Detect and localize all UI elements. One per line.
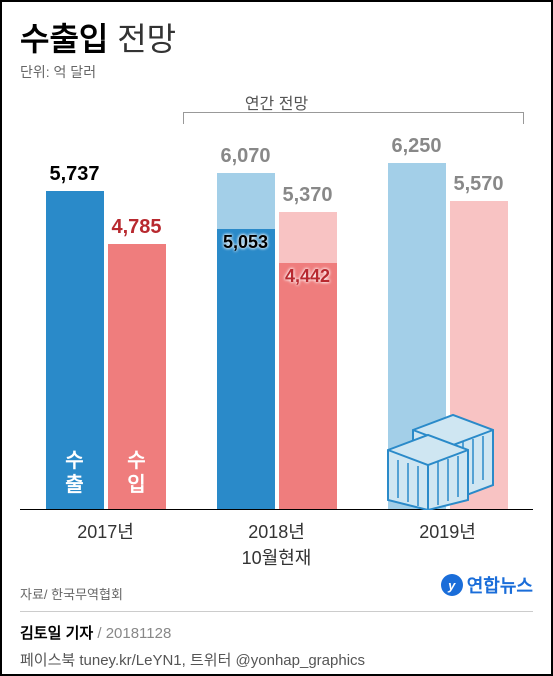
bar: 5,737수출 (46, 191, 104, 509)
x-axis-label: 2019년 (363, 518, 532, 570)
bar-segment (217, 173, 275, 229)
infographic-container: 수출입 전망 단위: 억 달러 연간 전망 5,737수출4,785수입6,07… (0, 0, 553, 676)
x-axis-label: 2017년 (21, 518, 190, 570)
reporter-name: 김토일 기자 (20, 625, 93, 642)
bar: 5,3704,442 (279, 212, 337, 509)
bar-value-top: 6,070 (220, 145, 270, 168)
bar-value-top: 4,785 (111, 216, 161, 239)
bar-value-top: 5,370 (282, 184, 332, 207)
title: 수출입 전망 (2, 2, 551, 62)
bar-segment (279, 263, 337, 509)
logo-icon: y (441, 574, 463, 596)
bar-segment (217, 229, 275, 509)
title-bold: 수출입 (20, 21, 108, 57)
unit-label: 단위: 억 달러 (2, 62, 551, 90)
bar-inner-label: 수입 (127, 449, 145, 497)
bar-value-mid: 5,053 (223, 232, 268, 253)
x-axis-label: 2018년10월현재 (192, 518, 361, 570)
year-group: 5,737수출4,785수입 (46, 191, 166, 509)
bar-value-top: 5,737 (49, 163, 99, 186)
bar-segment (279, 212, 337, 263)
credit-date: / 20181128 (97, 625, 171, 642)
x-axis: 2017년2018년10월현재2019년 (2, 510, 551, 570)
social-line: 페이스북 tuney.kr/LeYN1, 트위터 @yonhap_graphic… (2, 645, 551, 674)
chart-area: 연간 전망 5,737수출4,785수입6,0705,0535,3704,442… (2, 90, 551, 510)
bar-value-mid: 4,442 (285, 266, 330, 287)
credit-line: 김토일 기자 / 20181128 (2, 612, 551, 645)
crate-icon (383, 390, 523, 510)
logo: y 연합뉴스 (441, 572, 533, 598)
bar: 6,0705,053 (217, 173, 275, 509)
forecast-label: 연간 전망 (245, 90, 308, 114)
bar-value-top: 6,250 (391, 135, 441, 158)
title-normal: 전망 (108, 21, 176, 57)
bar: 4,785수입 (108, 244, 166, 509)
logo-text: 연합뉴스 (467, 572, 533, 598)
forecast-bracket (183, 112, 523, 124)
year-group: 6,0705,0535,3704,442 (217, 173, 337, 509)
bar-value-top: 5,570 (453, 173, 503, 196)
bar-inner-label: 수출 (65, 449, 83, 497)
